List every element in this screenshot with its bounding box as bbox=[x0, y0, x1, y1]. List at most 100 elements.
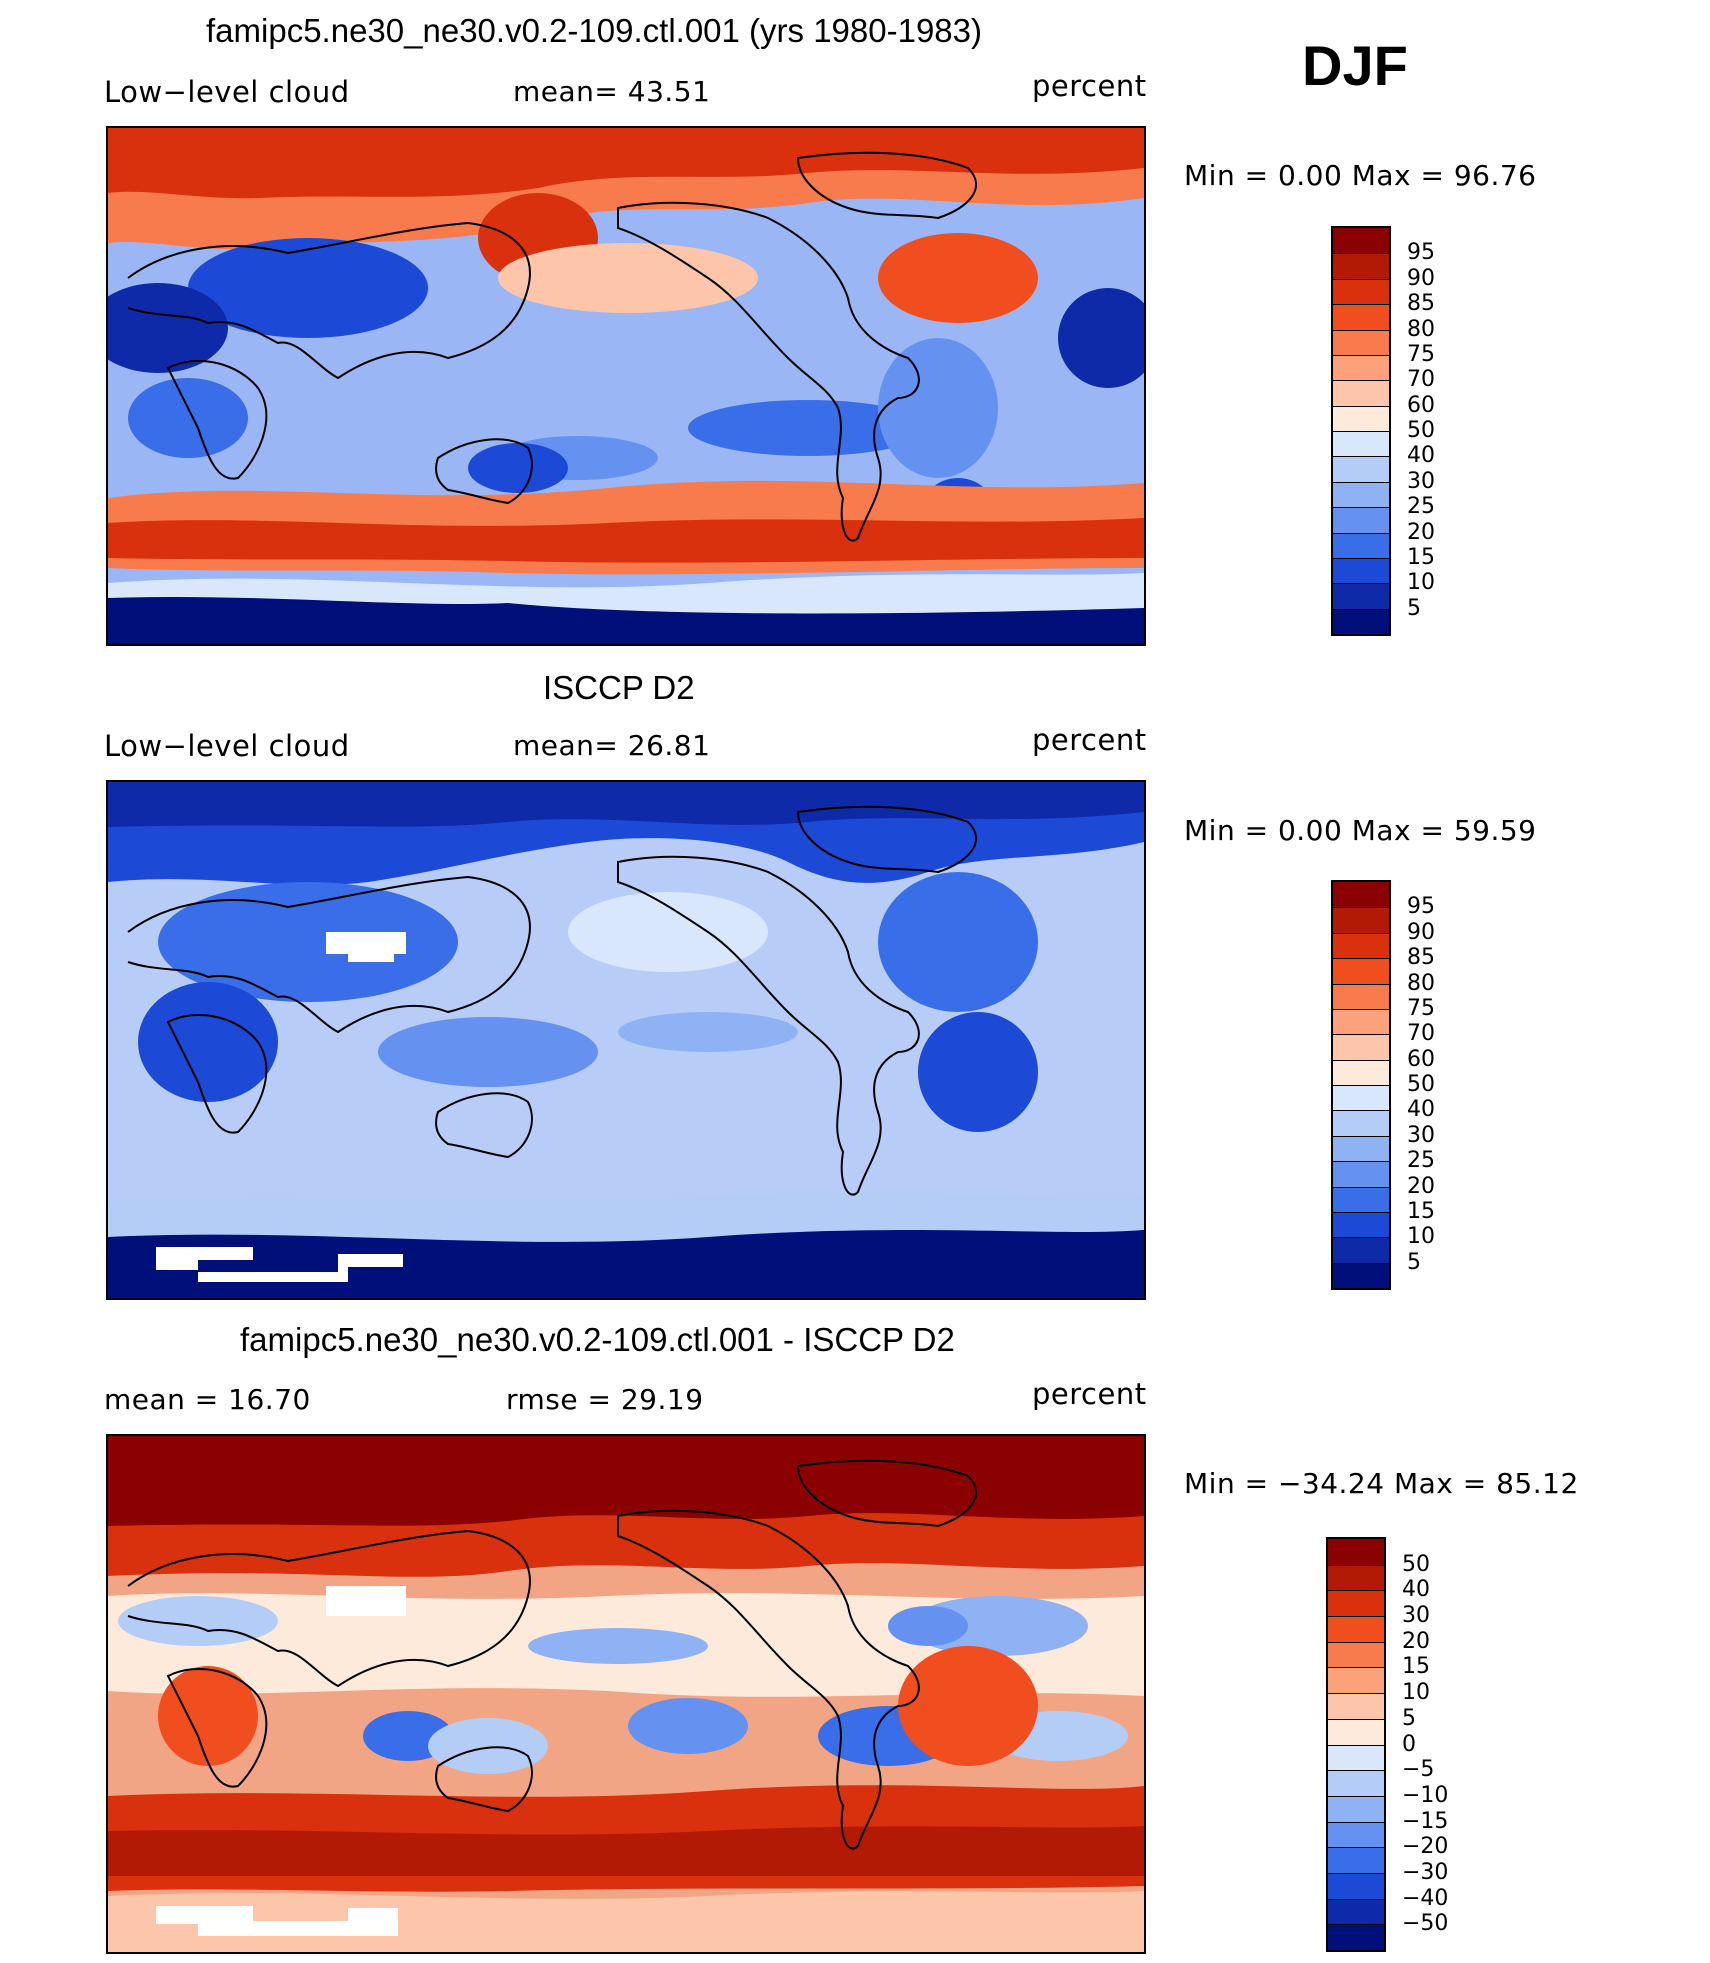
colorbar-3-segment bbox=[1328, 1821, 1384, 1848]
panel-2-colorbar-box bbox=[1331, 880, 1391, 1290]
colorbar-2-tick-label: 5 bbox=[1407, 1249, 1421, 1275]
colorbar-3-tick-label: −15 bbox=[1402, 1808, 1449, 1834]
colorbar-1-segment bbox=[1333, 532, 1389, 558]
colorbar-2-tick-label: 95 bbox=[1407, 894, 1435, 920]
colorbar-2-segment bbox=[1333, 958, 1389, 984]
panel-2-units-label: percent bbox=[1032, 723, 1147, 757]
colorbar-1-segment bbox=[1333, 431, 1389, 457]
colorbar-1-tick-label: 10 bbox=[1407, 570, 1435, 596]
colorbar-1-segment bbox=[1333, 456, 1389, 482]
panel-2-minmax: Min = 0.00 Max = 59.59 bbox=[1184, 814, 1537, 847]
colorbar-1-segment bbox=[1333, 253, 1389, 279]
panel-3-mean-label: mean = 16.70 bbox=[104, 1383, 311, 1416]
colorbar-3-segment bbox=[1328, 1539, 1384, 1565]
colorbar-1-segment bbox=[1333, 557, 1389, 584]
colorbar-3-tick-label: 15 bbox=[1402, 1654, 1430, 1680]
colorbar-2-segment bbox=[1333, 1237, 1389, 1263]
colorbar-3-tick-label: −40 bbox=[1402, 1885, 1449, 1911]
colorbar-1-segment bbox=[1333, 481, 1389, 508]
colorbar-1-tick-label: 30 bbox=[1407, 468, 1435, 494]
colorbar-3-segment bbox=[1328, 1564, 1384, 1591]
panel-1-colorbar-box bbox=[1331, 226, 1391, 636]
colorbar-1-tick-label: 80 bbox=[1407, 316, 1435, 342]
panel-2-title: ISCCP D2 bbox=[543, 669, 695, 706]
colorbar-3-tick-label: 50 bbox=[1402, 1551, 1430, 1577]
colorbar-1-tick-label: 70 bbox=[1407, 367, 1435, 393]
colorbar-2-tick-label: 75 bbox=[1407, 995, 1435, 1021]
colorbar-3-segment bbox=[1328, 1770, 1384, 1796]
colorbar-1-segment bbox=[1333, 583, 1389, 609]
colorbar-2-segment bbox=[1333, 907, 1389, 933]
colorbar-2-segment bbox=[1333, 983, 1389, 1009]
colorbar-2-tick-label: 20 bbox=[1407, 1173, 1435, 1199]
colorbar-3-segment bbox=[1328, 1693, 1384, 1719]
colorbar-3-tick-label: 30 bbox=[1402, 1603, 1430, 1629]
panel-2-mean-label: mean= 26.81 bbox=[513, 729, 711, 762]
colorbar-1-tick-label: 20 bbox=[1407, 519, 1435, 545]
colorbar-3-segment bbox=[1328, 1616, 1384, 1642]
colorbar-3-tick-label: −30 bbox=[1402, 1859, 1449, 1885]
colorbar-3-tick-label: −20 bbox=[1402, 1834, 1449, 1860]
panel-2-map-graphic bbox=[108, 782, 1144, 1298]
colorbar-1-tick-label: 85 bbox=[1407, 291, 1435, 317]
colorbar-2-tick-label: 85 bbox=[1407, 945, 1435, 971]
season-label: DJF bbox=[1302, 34, 1408, 97]
colorbar-2-segment bbox=[1333, 1161, 1389, 1187]
colorbar-2-segment bbox=[1333, 882, 1389, 908]
colorbar-2-tick-label: 40 bbox=[1407, 1097, 1435, 1123]
colorbar-2-segment bbox=[1333, 1110, 1389, 1136]
colorbar-3-segment bbox=[1328, 1744, 1384, 1771]
colorbar-3-tick-label: 0 bbox=[1402, 1731, 1416, 1757]
colorbar-1-segment bbox=[1333, 278, 1389, 305]
colorbar-2-tick-label: 90 bbox=[1407, 919, 1435, 945]
colorbar-2-segment bbox=[1333, 932, 1389, 959]
colorbar-3-tick-label: 40 bbox=[1402, 1577, 1430, 1603]
colorbar-3-segment bbox=[1328, 1590, 1384, 1617]
panel-3-colorbar-box bbox=[1326, 1537, 1386, 1952]
colorbar-2-segment bbox=[1333, 1008, 1389, 1035]
colorbar-1-tick-label: 50 bbox=[1407, 418, 1435, 443]
colorbar-1-segment bbox=[1333, 507, 1389, 533]
colorbar-3-segment bbox=[1328, 1847, 1384, 1873]
colorbar-3-segment bbox=[1328, 1667, 1384, 1694]
colorbar-2-segment bbox=[1333, 1034, 1389, 1060]
panel-1-units-label: percent bbox=[1032, 69, 1147, 103]
colorbar-1-segment bbox=[1333, 354, 1389, 381]
panel-1-title: famipc5.ne30_ne30.v0.2-109.ctl.001 (yrs … bbox=[206, 12, 982, 49]
panel-3-minmax: Min = −34.24 Max = 85.12 bbox=[1184, 1467, 1579, 1500]
panel-1-map-graphic bbox=[108, 128, 1144, 644]
colorbar-3-segment bbox=[1328, 1795, 1384, 1822]
colorbar-3-tick-label: 10 bbox=[1402, 1680, 1430, 1706]
colorbar-2-tick-label: 80 bbox=[1407, 970, 1435, 996]
panel-1-map bbox=[106, 126, 1146, 646]
panel-3-units-label: percent bbox=[1032, 1377, 1147, 1411]
colorbar-2-tick-label: 15 bbox=[1407, 1198, 1435, 1224]
colorbar-1-tick-label: 75 bbox=[1407, 341, 1435, 367]
panel-3-rmse-label: rmse = 29.19 bbox=[506, 1383, 704, 1416]
panel-2-variable-label: Low−level cloud bbox=[104, 729, 350, 763]
colorbar-2-segment bbox=[1333, 1135, 1389, 1162]
colorbar-2-tick-label: 60 bbox=[1407, 1046, 1435, 1072]
colorbar-1-tick-label: 95 bbox=[1407, 240, 1435, 266]
panel-2-map bbox=[106, 780, 1146, 1300]
colorbar-2-tick-label: 50 bbox=[1407, 1072, 1435, 1097]
colorbar-2-tick-label: 70 bbox=[1407, 1021, 1435, 1047]
panel-1-variable-label: Low−level cloud bbox=[104, 75, 350, 109]
colorbar-3-tick-label: −10 bbox=[1402, 1782, 1449, 1808]
colorbar-2-tick-label: 30 bbox=[1407, 1122, 1435, 1148]
panel-1-minmax: Min = 0.00 Max = 96.76 bbox=[1184, 159, 1537, 192]
panel-3-map bbox=[106, 1434, 1146, 1954]
colorbar-1-segment bbox=[1333, 304, 1389, 330]
colorbar-2-segment bbox=[1333, 1059, 1389, 1085]
colorbar-2-tick-label: 10 bbox=[1407, 1224, 1435, 1250]
colorbar-2-segment bbox=[1333, 1186, 1389, 1212]
panel-3-map-graphic bbox=[108, 1436, 1144, 1952]
colorbar-2-tick-label: 25 bbox=[1407, 1148, 1435, 1174]
colorbar-1-segment bbox=[1333, 405, 1389, 431]
colorbar-2-segment bbox=[1333, 1211, 1389, 1238]
panel-1-mean-label: mean= 43.51 bbox=[513, 75, 711, 108]
colorbar-1-tick-label: 5 bbox=[1407, 595, 1421, 621]
colorbar-1-tick-label: 60 bbox=[1407, 392, 1435, 418]
colorbar-1-tick-label: 40 bbox=[1407, 443, 1435, 469]
colorbar-3-segment bbox=[1328, 1641, 1384, 1668]
